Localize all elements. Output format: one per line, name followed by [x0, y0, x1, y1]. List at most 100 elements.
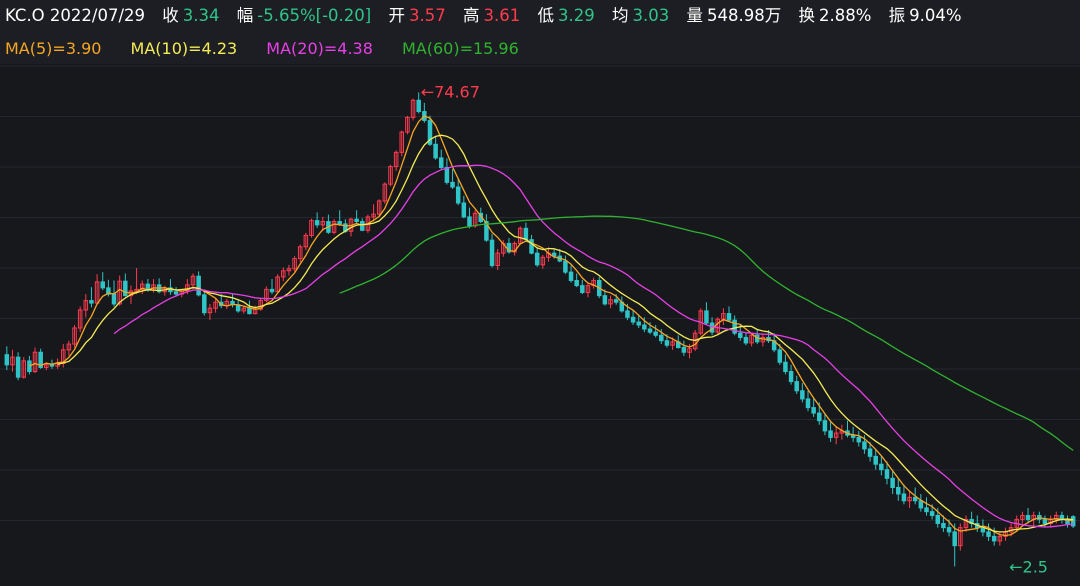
quote-header: KC.O 2022/07/29 收 3.34 幅 -5.65%[-0.20] 开 3.… — [0, 0, 1080, 64]
close-value: 3.34 — [182, 6, 220, 25]
candle-body — [929, 511, 935, 516]
candle-body — [613, 299, 619, 303]
candle-body — [433, 143, 438, 159]
candle-body — [66, 343, 72, 351]
candle-body — [32, 351, 38, 373]
candle-body — [986, 531, 991, 537]
candle-body — [805, 398, 811, 409]
candle-body — [800, 390, 805, 400]
symbol-label: KC.O — [5, 6, 45, 25]
candle-body — [4, 354, 10, 366]
candle-body — [123, 280, 128, 297]
ma5-legend: MA(5)=3.90 — [5, 39, 102, 58]
candle-body — [935, 514, 941, 524]
candle-body — [405, 116, 410, 133]
candle-body — [625, 310, 630, 318]
candle-body — [941, 522, 946, 529]
candle-body — [38, 351, 43, 368]
candle-body — [670, 341, 675, 346]
volume-label: 量 — [686, 6, 703, 25]
candle-body — [410, 99, 416, 118]
candle-body — [630, 316, 636, 323]
candle-body — [534, 252, 540, 266]
candle-body — [337, 221, 342, 225]
candle-body — [439, 157, 444, 168]
candle-body — [1042, 518, 1048, 524]
candle-body — [647, 328, 653, 333]
candle-body — [83, 300, 89, 311]
candle-body — [642, 324, 647, 330]
candle-body — [924, 507, 929, 513]
candle-body — [371, 213, 376, 218]
candle-body — [427, 119, 433, 145]
candle-body — [207, 307, 213, 314]
candle-body — [416, 99, 421, 113]
candle-body — [912, 496, 918, 502]
open-label: 开 — [388, 6, 405, 25]
candle-body — [732, 319, 737, 334]
candle-body — [360, 221, 365, 231]
candle-body — [1020, 514, 1025, 520]
candle-body — [602, 295, 608, 305]
candle-body — [636, 321, 641, 326]
candle-body — [213, 301, 218, 309]
candle-body — [286, 268, 292, 272]
candle-body — [585, 285, 591, 293]
candle-body — [139, 283, 145, 290]
candle-body — [382, 183, 388, 202]
candle-body — [867, 448, 873, 457]
candle-body — [376, 200, 382, 215]
candle-body — [320, 221, 326, 226]
candle-body — [946, 527, 952, 533]
high-label: 高 — [462, 6, 480, 25]
candle-body — [568, 271, 574, 281]
candle-body — [540, 256, 546, 266]
candle-body — [862, 441, 867, 450]
candle-body — [907, 496, 912, 502]
candle-body — [817, 412, 822, 422]
candle-body — [608, 299, 613, 305]
candle-body — [21, 360, 26, 378]
candle-body — [692, 332, 698, 350]
candle-body — [77, 309, 83, 329]
turnover-label: 换 — [798, 6, 815, 25]
candle-body — [281, 270, 286, 278]
candle-body — [918, 500, 924, 509]
candle-body — [247, 307, 252, 315]
candle-body — [100, 281, 105, 289]
candle-body — [393, 151, 399, 168]
candle-body — [901, 493, 907, 502]
candle-body — [704, 310, 709, 324]
candlestick-chart[interactable]: ←74.67 ←2.5 — [0, 64, 1080, 586]
ma60-legend: MA(60)=15.96 — [401, 39, 519, 58]
candle-body — [512, 242, 517, 253]
candle-body — [89, 300, 94, 304]
candle-body — [884, 469, 890, 479]
candle-body — [399, 131, 405, 153]
candle-body — [10, 356, 15, 366]
candle-body — [551, 252, 557, 257]
amplitude-value: 9.04% — [909, 6, 962, 25]
turnover-value: 2.88% — [818, 6, 872, 25]
candle-body — [828, 430, 833, 438]
candle-body — [331, 221, 337, 233]
candle-body — [196, 275, 201, 296]
min-price-annotation: ←2.5 — [1009, 557, 1048, 576]
candle-body — [952, 531, 957, 547]
candle-body — [833, 432, 839, 438]
candle-body — [173, 291, 179, 295]
avg-value: 3.03 — [632, 6, 670, 25]
change-value: -5.65%[-0.20] — [257, 6, 372, 25]
quote-summary-row: KC.O 2022/07/29 收 3.34 幅 -5.65%[-0.20] 开 3.… — [5, 6, 974, 26]
change-label: 幅 — [236, 6, 254, 25]
candle-body — [879, 463, 884, 471]
max-price-annotation: ←74.67 — [421, 82, 480, 101]
ma10-legend: MA(10)=4.23 — [130, 39, 238, 58]
candle-body — [314, 220, 320, 226]
candle-body — [529, 239, 534, 254]
candle-body — [783, 361, 788, 373]
high-value: 3.61 — [483, 6, 521, 25]
candle-body — [55, 363, 60, 367]
candle-body — [563, 260, 568, 273]
ma5-line — [29, 115, 1074, 537]
